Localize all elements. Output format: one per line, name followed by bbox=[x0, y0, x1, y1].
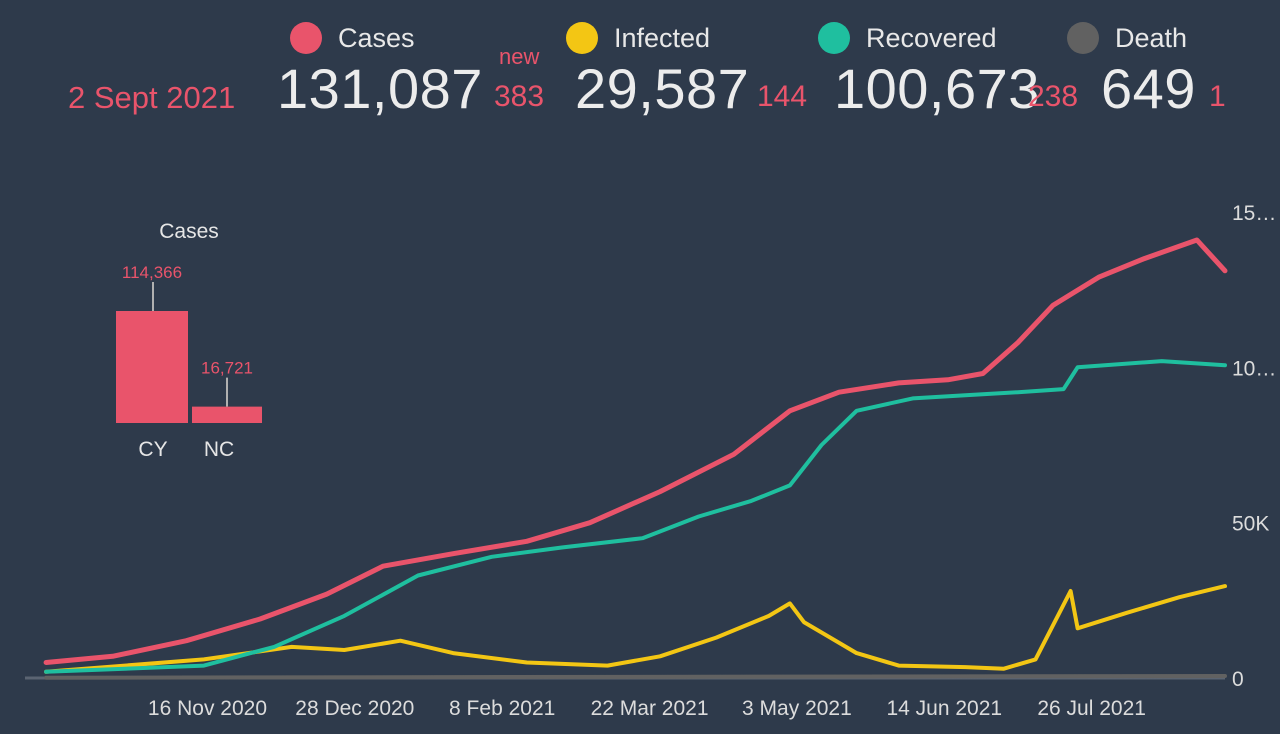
series-line-infected bbox=[44, 584, 1227, 674]
series-line-death bbox=[44, 674, 1227, 680]
x-tick-label: 16 Nov 2020 bbox=[148, 697, 267, 720]
new-label: new bbox=[499, 44, 540, 69]
bar-value-label: 114,366 bbox=[122, 263, 182, 282]
series-line-recovered bbox=[44, 359, 1227, 674]
y-tick-label: 50K bbox=[1232, 513, 1269, 536]
bar-chart-title: Cases bbox=[159, 220, 219, 243]
cases-dot-icon bbox=[290, 22, 322, 54]
death-dot-icon bbox=[1067, 22, 1099, 54]
x-tick-label: 26 Jul 2021 bbox=[1037, 697, 1146, 720]
legend-recovered-label: Recovered bbox=[866, 22, 997, 53]
x-tick-label: 3 May 2021 bbox=[742, 697, 852, 720]
cases-new: 383 bbox=[494, 80, 545, 113]
bar-nc bbox=[192, 406, 262, 423]
recovered-total: 100,673 bbox=[834, 57, 1040, 120]
infected-new: 144 bbox=[757, 80, 808, 113]
legend-cases-label: Cases bbox=[338, 22, 415, 53]
y-tick-label: 0 bbox=[1232, 668, 1244, 691]
legend-cases[interactable]: Cases bbox=[290, 22, 415, 54]
infected-dot-icon bbox=[566, 22, 598, 54]
infected-total: 29,587 bbox=[575, 57, 750, 120]
report-date: 2 Sept 2021 bbox=[68, 80, 236, 115]
x-tick-label: 8 Feb 2021 bbox=[449, 697, 555, 720]
recovered-dot-icon bbox=[818, 22, 850, 54]
legend-death-label: Death bbox=[1115, 22, 1188, 53]
x-tick-label: 28 Dec 2020 bbox=[295, 697, 414, 720]
bar-category-label: NC bbox=[204, 438, 234, 461]
bar-cy bbox=[116, 311, 188, 423]
y-tick-label: 10… bbox=[1232, 357, 1276, 380]
legend-recovered[interactable]: Recovered bbox=[818, 22, 997, 54]
legend-infected[interactable]: Infected bbox=[566, 22, 710, 54]
death-total: 649 bbox=[1101, 57, 1196, 120]
legend-infected-label: Infected bbox=[614, 22, 711, 53]
cases-total: 131,087 bbox=[277, 57, 483, 120]
x-tick-label: 22 Mar 2021 bbox=[591, 697, 709, 720]
bar-category-label: CY bbox=[138, 438, 167, 461]
x-tick-label: 14 Jun 2021 bbox=[886, 697, 1002, 720]
recovered-new: 238 bbox=[1028, 80, 1079, 113]
legend-death[interactable]: Death bbox=[1067, 22, 1187, 54]
death-new: 1 bbox=[1209, 80, 1226, 113]
y-tick-label: 15… bbox=[1232, 202, 1276, 225]
bar-value-label: 16,721 bbox=[201, 359, 253, 378]
series-line-cases bbox=[43, 237, 1228, 665]
